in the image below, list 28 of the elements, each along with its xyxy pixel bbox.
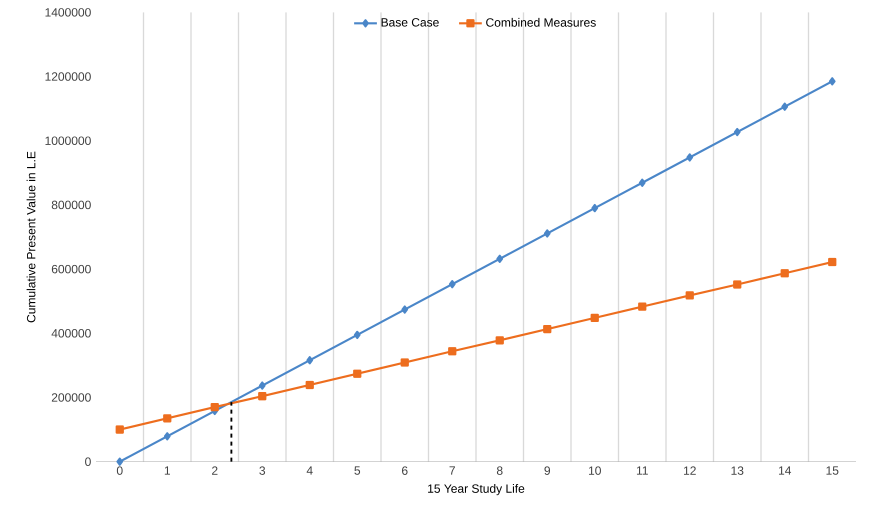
x-tick-label: 10: [588, 466, 601, 475]
x-tick-label: 1: [164, 466, 170, 475]
x-tick-label: 7: [450, 466, 455, 475]
x-tick-label: 9: [544, 466, 550, 475]
x-tick-label: 4: [306, 466, 313, 475]
legend-label: Combined Measures: [486, 18, 596, 27]
y-tick-label: 800000: [52, 200, 91, 210]
y-tick-label: 400000: [52, 329, 91, 338]
x-tick-label: 15: [826, 466, 838, 475]
x-tick-label: 2: [212, 466, 218, 475]
x-tick-label: 13: [731, 466, 744, 475]
x-tick-label: 5: [354, 466, 360, 475]
y-tick-label: 600000: [52, 264, 91, 274]
y-axis-title: Cumulative Present Value in L.E: [26, 152, 36, 322]
legend-label: Base Case: [382, 18, 439, 27]
x-tick-label: 8: [496, 466, 503, 475]
x-axis-title: 15 Year Study Life: [428, 484, 524, 496]
x-tick-label: 12: [684, 466, 696, 475]
x-tick-label: 14: [778, 466, 792, 475]
x-tick-label: 3: [259, 466, 266, 475]
x-tick-label: 11: [636, 466, 648, 475]
y-tick-label: 0: [85, 457, 91, 466]
y-tick-label: 200000: [52, 393, 91, 402]
y-tick-label: 1200000: [46, 72, 91, 81]
x-tick-label: 0: [116, 466, 123, 475]
y-tick-label: 1400000: [46, 8, 91, 17]
y-tick-label: 1000000: [46, 136, 91, 145]
x-tick-label: 6: [402, 466, 408, 475]
